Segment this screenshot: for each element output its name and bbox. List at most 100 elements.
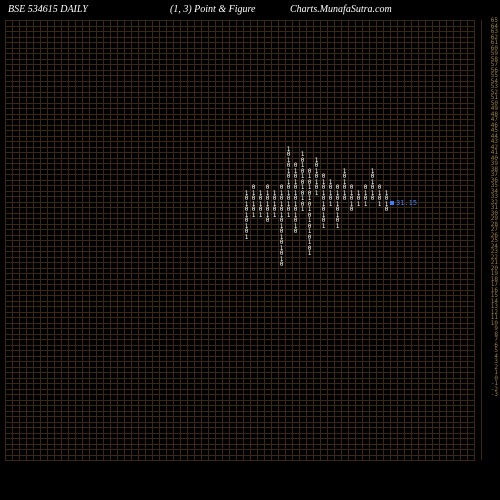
grid-line-v [222, 20, 223, 460]
pnf-cell: 1 [243, 235, 250, 241]
grid-line-v [376, 20, 377, 460]
grid-line-h [5, 460, 475, 461]
grid-line-v [362, 20, 363, 460]
grid-line-v [453, 20, 454, 460]
pnf-column: 1010101 [313, 158, 320, 197]
pnf-column: 10101 [271, 191, 278, 219]
pnf-column: 01010101 [334, 185, 341, 229]
pnf-column: 1010101010101 [285, 147, 292, 219]
grid-line-v [47, 20, 48, 460]
grid-line-v [152, 20, 153, 460]
grid-line-v [327, 20, 328, 460]
grid-line-v [341, 20, 342, 460]
grid-line-v [19, 20, 20, 460]
grid-line-v [110, 20, 111, 460]
pnf-cell: 1 [355, 202, 362, 208]
pnf-cell: 1 [334, 224, 341, 230]
grid-line-v [124, 20, 125, 460]
chart-type-label: (1, 3) Point & Figure [170, 4, 255, 15]
pnf-column: 101010 [341, 169, 348, 202]
grid-line-v [313, 20, 314, 460]
grid-line-v [292, 20, 293, 460]
grid-line-v [404, 20, 405, 460]
grid-line-v [166, 20, 167, 460]
pnf-cell: 1 [362, 202, 369, 208]
pnf-column: 010101 [250, 185, 257, 218]
pnf-cell: 1 [271, 213, 278, 219]
grid-line-v [82, 20, 83, 460]
grid-line-v [68, 20, 69, 460]
pnf-cell: 0 [278, 262, 285, 268]
pnf-column: 10101 [257, 191, 264, 219]
marker-dot-icon [390, 201, 394, 205]
grid-line-v [320, 20, 321, 460]
grid-line-v [250, 20, 251, 460]
grid-line-v [89, 20, 90, 460]
pnf-cell: 0 [348, 207, 355, 213]
last-price-marker: 31.15 [390, 199, 417, 207]
grid-line-v [236, 20, 237, 460]
pnf-cell: 0 [264, 218, 271, 224]
chart-header: BSE 534615 DAILY (1, 3) Point & Figure C… [0, 4, 500, 20]
source-label: Charts.MunafaSutra.com [290, 4, 392, 15]
pnf-cell: 1 [250, 213, 257, 219]
pnf-column: 10101010101 [299, 152, 306, 213]
grid-line-v [54, 20, 55, 460]
pnf-column: 0101010101010101 [306, 169, 313, 257]
grid-line-v [33, 20, 34, 460]
pnf-cell: 1 [320, 224, 327, 230]
pnf-column: 01010 [348, 185, 355, 213]
grid-line-v [103, 20, 104, 460]
grid-line-v [285, 20, 286, 460]
pnf-chart: 1010101010101011010101010101010101010101… [5, 20, 475, 460]
grid-line-v [460, 20, 461, 460]
grid-line-v [159, 20, 160, 460]
pnf-cell: 1 [299, 207, 306, 213]
grid-line-v [26, 20, 27, 460]
pnf-cell: 1 [306, 251, 313, 257]
pnf-column: 101010 [369, 169, 376, 202]
grid-line-v [194, 20, 195, 460]
grid-line-v [299, 20, 300, 460]
pnf-column: 0101010101 [320, 174, 327, 229]
grid-line-v [425, 20, 426, 460]
grid-line-v [411, 20, 412, 460]
grid-line-v [215, 20, 216, 460]
grid-line-v [397, 20, 398, 460]
grid-line-v [446, 20, 447, 460]
pnf-cell: 1 [313, 191, 320, 197]
pnf-cell: 1 [376, 202, 383, 208]
grid-line-v [145, 20, 146, 460]
pnf-column: 0101 [376, 185, 383, 207]
pnf-column: 0101010 [264, 185, 271, 224]
y-axis: 6564636261605958575655545352515049484746… [478, 20, 498, 460]
grid-line-v [467, 20, 468, 460]
grid-line-v [75, 20, 76, 460]
grid-line-v [96, 20, 97, 460]
grid-line-v [180, 20, 181, 460]
grid-line-v [271, 20, 272, 460]
pnf-column: 010101010101010 [278, 185, 285, 268]
grid-line-v [418, 20, 419, 460]
grid-line-v [257, 20, 258, 460]
pnf-cell: 0 [292, 229, 299, 235]
grid-line-v [40, 20, 41, 460]
grid-line-v [187, 20, 188, 460]
pnf-cell: 1 [327, 202, 334, 208]
grid-line-v [369, 20, 370, 460]
grid-line-v [117, 20, 118, 460]
pnf-column: 101010101 [243, 191, 250, 241]
grid-line-v [131, 20, 132, 460]
grid-line-v [243, 20, 244, 460]
grid-line-v [5, 20, 6, 460]
pnf-column: 10101 [327, 180, 334, 208]
grid-line-v [201, 20, 202, 460]
ticker-title: BSE 534615 DAILY [8, 4, 88, 15]
grid-line-v [383, 20, 384, 460]
grid-line-v [348, 20, 349, 460]
grid-line-v [355, 20, 356, 460]
pnf-column: 0101010101010 [292, 163, 299, 235]
grid-line-v [208, 20, 209, 460]
grid-line-v [432, 20, 433, 460]
last-price-value: 31.15 [396, 199, 417, 207]
